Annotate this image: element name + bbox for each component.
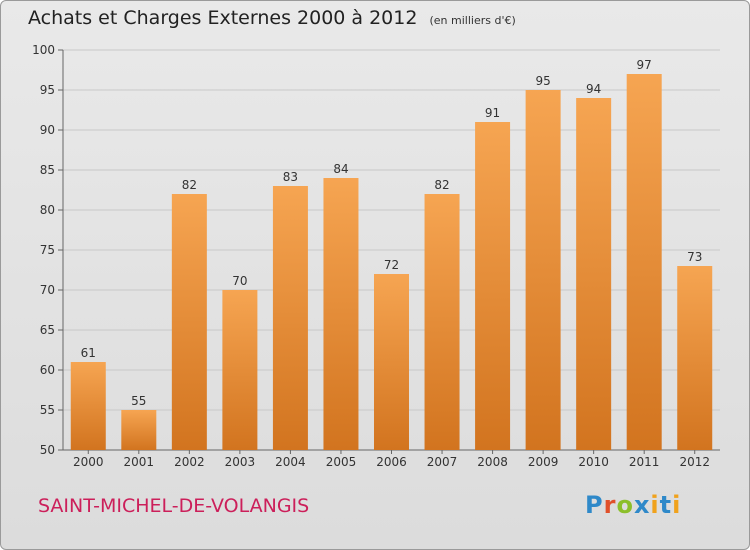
- x-tick-label: 2005: [326, 455, 357, 469]
- bar-value-label: 73: [687, 250, 702, 264]
- bar: [121, 410, 157, 450]
- x-tick-label: 2011: [629, 455, 660, 469]
- y-tick-label: 55: [40, 403, 55, 417]
- bar: [171, 194, 207, 450]
- y-tick-label: 75: [40, 243, 55, 257]
- y-tick-label: 85: [40, 163, 55, 177]
- bar-value-label: 83: [283, 170, 298, 184]
- y-tick-label: 50: [40, 443, 55, 457]
- bar-value-label: 94: [586, 82, 601, 96]
- proxiti-logo-letter: r: [603, 491, 617, 519]
- y-tick-label: 65: [40, 323, 55, 337]
- y-tick-label: 60: [40, 363, 55, 377]
- bar: [374, 274, 409, 450]
- bar: [424, 194, 460, 450]
- x-tick-label: 2008: [477, 455, 508, 469]
- bar-value-label: 70: [232, 274, 247, 288]
- bar-value-label: 97: [637, 58, 652, 72]
- bar-value-label: 55: [131, 394, 146, 408]
- bar: [323, 178, 359, 450]
- proxiti-logo-letter: P: [585, 491, 604, 519]
- chart-title: Achats et Charges Externes 2000 à 2012 (…: [28, 7, 516, 29]
- bar: [525, 90, 561, 450]
- y-tick-label: 80: [40, 203, 55, 217]
- x-tick-label: 2012: [679, 455, 710, 469]
- bar: [475, 122, 511, 450]
- x-tick-label: 2001: [124, 455, 155, 469]
- axis-layer: 50 55 60 65 70 75 80 85 90 95 100: [32, 43, 720, 457]
- x-tick-label: 2007: [427, 455, 458, 469]
- proxiti-logo-letter: o: [616, 491, 634, 519]
- y-tick-label: 70: [40, 283, 55, 297]
- bar-layer: [70, 74, 713, 450]
- commune-name: SAINT-MICHEL-DE-VOLANGIS: [38, 495, 310, 517]
- proxiti-logo-letter: i: [672, 491, 682, 519]
- bar-value-label: 82: [434, 178, 449, 192]
- y-tick-label: 95: [40, 83, 55, 97]
- proxiti-logo-letter: i: [650, 491, 660, 519]
- bar: [272, 186, 308, 450]
- bar-value-label: 84: [333, 162, 348, 176]
- bar: [677, 266, 713, 450]
- bar-value-label: 61: [81, 346, 96, 360]
- bar-value-label: 72: [384, 258, 399, 272]
- bar-value-label: 82: [182, 178, 197, 192]
- x-tick-label: 2006: [376, 455, 407, 469]
- y-tick-label: 100: [32, 43, 55, 57]
- bar: [626, 74, 662, 450]
- label-layer: 61 2000 55 2001 82 2002 70 2003 83 2004 84 2005 72 20…: [73, 58, 710, 469]
- proxiti-logo-letter: x: [633, 491, 651, 519]
- bar: [70, 362, 106, 450]
- bar-value-label: 95: [535, 74, 550, 88]
- x-tick-label: 2010: [578, 455, 609, 469]
- x-tick-label: 2002: [174, 455, 205, 469]
- chart-subtitle: (en milliers d'€): [429, 14, 516, 27]
- proxiti-logo: Proxiti: [585, 491, 681, 519]
- proxiti-logo-letter: t: [659, 491, 673, 519]
- y-tick-label: 90: [40, 123, 55, 137]
- bar-value-label: 91: [485, 106, 500, 120]
- x-tick-label: 2004: [275, 455, 306, 469]
- chart-title-text: Achats et Charges Externes 2000 à 2012: [28, 7, 418, 29]
- x-tick-label: 2003: [225, 455, 256, 469]
- bar: [576, 98, 612, 450]
- bar: [222, 290, 258, 450]
- x-tick-label: 2000: [73, 455, 104, 469]
- x-tick-label: 2009: [528, 455, 559, 469]
